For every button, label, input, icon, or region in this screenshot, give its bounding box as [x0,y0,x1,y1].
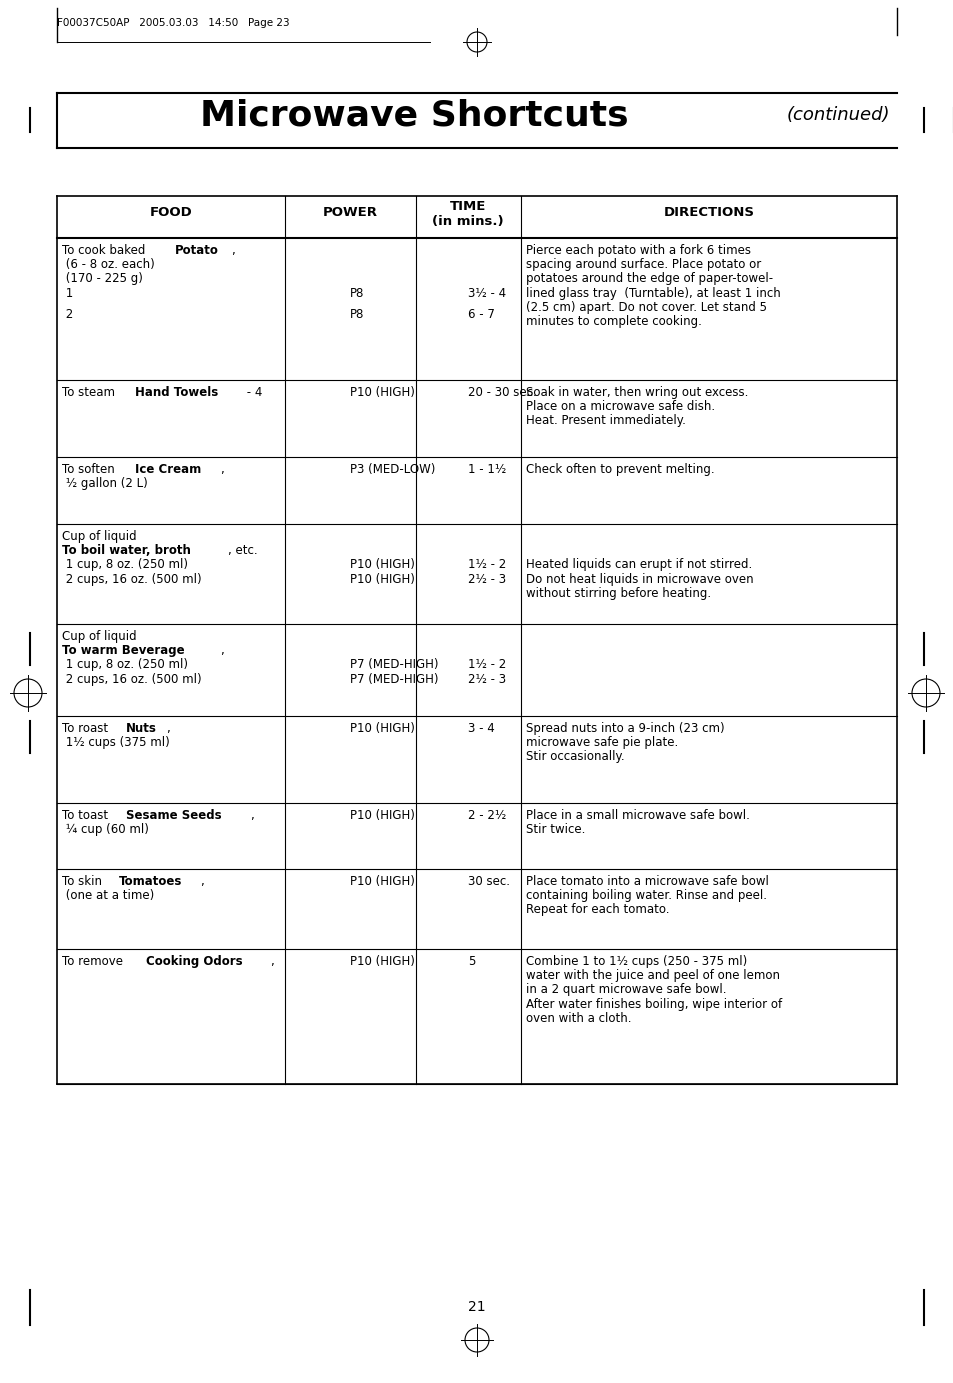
Text: ,: , [220,463,224,476]
Text: To cook baked: To cook baked [62,243,149,257]
Text: ,: , [231,243,234,257]
Text: Place in a small microwave safe bowl.: Place in a small microwave safe bowl. [525,809,749,822]
Text: POWER: POWER [323,206,377,219]
Text: After water finishes boiling, wipe interior of: After water finishes boiling, wipe inter… [525,997,781,1011]
Text: 1½ - 2: 1½ - 2 [467,559,505,571]
Text: Do not heat liquids in microwave oven: Do not heat liquids in microwave oven [525,573,753,585]
Text: Microwave Shortcuts: Microwave Shortcuts [200,98,628,133]
Text: P8: P8 [350,308,364,321]
Text: P8: P8 [350,286,364,300]
Text: (6 - 8 oz. each): (6 - 8 oz. each) [62,259,154,271]
Text: Ice Cream: Ice Cream [134,463,201,476]
Text: Stir occasionally.: Stir occasionally. [525,751,623,763]
Text: Combine 1 to 1½ cups (250 - 375 ml): Combine 1 to 1½ cups (250 - 375 ml) [525,956,746,968]
Text: 2 cups, 16 oz. (500 ml): 2 cups, 16 oz. (500 ml) [62,672,201,686]
Text: Potato: Potato [174,243,218,257]
Text: Heated liquids can erupt if not stirred.: Heated liquids can erupt if not stirred. [525,559,751,571]
Text: ¼ cup (60 ml): ¼ cup (60 ml) [62,823,149,837]
Text: (one at a time): (one at a time) [62,889,154,902]
Text: Place on a microwave safe dish.: Place on a microwave safe dish. [525,400,714,414]
Text: potatoes around the edge of paper-towel-: potatoes around the edge of paper-towel- [525,272,772,285]
Text: water with the juice and peel of one lemon: water with the juice and peel of one lem… [525,969,779,982]
Text: To toast: To toast [62,809,112,822]
Text: ,: , [220,644,224,657]
Text: To boil water, broth: To boil water, broth [62,544,191,557]
Text: 5: 5 [467,956,475,968]
Text: 2 cups, 16 oz. (500 ml): 2 cups, 16 oz. (500 ml) [62,573,201,585]
Text: TIME: TIME [450,201,486,213]
Text: To roast: To roast [62,722,112,734]
Text: P7 (MED-HIGH): P7 (MED-HIGH) [350,658,438,671]
Text: 3 - 4: 3 - 4 [467,722,494,734]
Text: ,: , [270,956,274,968]
Text: 30 sec.: 30 sec. [467,875,509,888]
Text: ,: , [200,875,204,888]
Text: Nuts: Nuts [126,722,157,734]
Text: Cup of liquid: Cup of liquid [62,631,136,643]
Text: Soak in water, then wring out excess.: Soak in water, then wring out excess. [525,386,747,400]
Text: without stirring before heating.: without stirring before heating. [525,586,710,600]
Text: 2½ - 3: 2½ - 3 [467,672,505,686]
Text: P10 (HIGH): P10 (HIGH) [350,386,415,400]
Text: P10 (HIGH): P10 (HIGH) [350,573,415,585]
Text: containing boiling water. Rinse and peel.: containing boiling water. Rinse and peel… [525,889,766,902]
Text: Cup of liquid: Cup of liquid [62,530,136,544]
Text: Tomatoes: Tomatoes [118,875,182,888]
Text: minutes to complete cooking.: minutes to complete cooking. [525,315,700,328]
Text: FOOD: FOOD [150,206,193,219]
Text: P10 (HIGH): P10 (HIGH) [350,559,415,571]
Text: (in mins.): (in mins.) [432,214,503,227]
Text: To skin: To skin [62,875,106,888]
Text: 21: 21 [468,1300,485,1314]
Text: microwave safe pie plate.: microwave safe pie plate. [525,736,678,750]
Text: To soften: To soften [62,463,118,476]
Text: 1: 1 [62,286,73,300]
Text: To steam: To steam [62,386,118,400]
Text: 1 cup, 8 oz. (250 ml): 1 cup, 8 oz. (250 ml) [62,559,188,571]
Text: lined glass tray  (Turntable), at least 1 inch: lined glass tray (Turntable), at least 1… [525,286,780,300]
Text: 1½ cups (375 ml): 1½ cups (375 ml) [62,736,170,750]
Text: ,: , [250,809,253,822]
Text: Pierce each potato with a fork 6 times: Pierce each potato with a fork 6 times [525,243,750,257]
Text: P3 (MED-LOW): P3 (MED-LOW) [350,463,436,476]
Text: 20 - 30 sec.: 20 - 30 sec. [467,386,536,400]
Text: P10 (HIGH): P10 (HIGH) [350,722,415,734]
Text: Place tomato into a microwave safe bowl: Place tomato into a microwave safe bowl [525,875,768,888]
Text: P7 (MED-HIGH): P7 (MED-HIGH) [350,672,438,686]
Text: spacing around surface. Place potato or: spacing around surface. Place potato or [525,259,760,271]
Text: 2 - 2½: 2 - 2½ [467,809,505,822]
Text: P10 (HIGH): P10 (HIGH) [350,875,415,888]
Text: Sesame Seeds: Sesame Seeds [126,809,222,822]
Text: DIRECTIONS: DIRECTIONS [662,206,754,219]
Text: 3½ - 4: 3½ - 4 [467,286,505,300]
Text: 2½ - 3: 2½ - 3 [467,573,505,585]
Text: Stir twice.: Stir twice. [525,823,584,837]
Text: - 4: - 4 [242,386,262,400]
Text: (2.5 cm) apart. Do not cover. Let stand 5: (2.5 cm) apart. Do not cover. Let stand … [525,300,766,314]
Text: 1 cup, 8 oz. (250 ml): 1 cup, 8 oz. (250 ml) [62,658,188,671]
Text: ,: , [166,722,170,734]
Text: P10 (HIGH): P10 (HIGH) [350,956,415,968]
Text: oven with a cloth.: oven with a cloth. [525,1012,631,1025]
Text: Cooking Odors: Cooking Odors [146,956,242,968]
Text: Spread nuts into a 9-inch (23 cm): Spread nuts into a 9-inch (23 cm) [525,722,723,734]
Text: in a 2 quart microwave safe bowl.: in a 2 quart microwave safe bowl. [525,983,725,996]
Text: F00037C50AP   2005.03.03   14:50   Page 23: F00037C50AP 2005.03.03 14:50 Page 23 [57,18,290,28]
Text: 2: 2 [62,308,73,321]
Text: , etc.: , etc. [228,544,257,557]
Text: Repeat for each tomato.: Repeat for each tomato. [525,903,668,917]
Text: To remove: To remove [62,956,127,968]
Text: Heat. Present immediately.: Heat. Present immediately. [525,415,685,427]
Text: 6 - 7: 6 - 7 [467,308,495,321]
Text: To warm Beverage: To warm Beverage [62,644,185,657]
Text: (170 - 225 g): (170 - 225 g) [62,272,143,285]
Text: ½ gallon (2 L): ½ gallon (2 L) [62,477,148,490]
Text: 1½ - 2: 1½ - 2 [467,658,505,671]
Text: Check often to prevent melting.: Check often to prevent melting. [525,463,714,476]
Text: P10 (HIGH): P10 (HIGH) [350,809,415,822]
Text: 1 - 1½: 1 - 1½ [467,463,505,476]
Text: Hand Towels: Hand Towels [135,386,218,400]
Text: (continued): (continued) [785,106,889,124]
